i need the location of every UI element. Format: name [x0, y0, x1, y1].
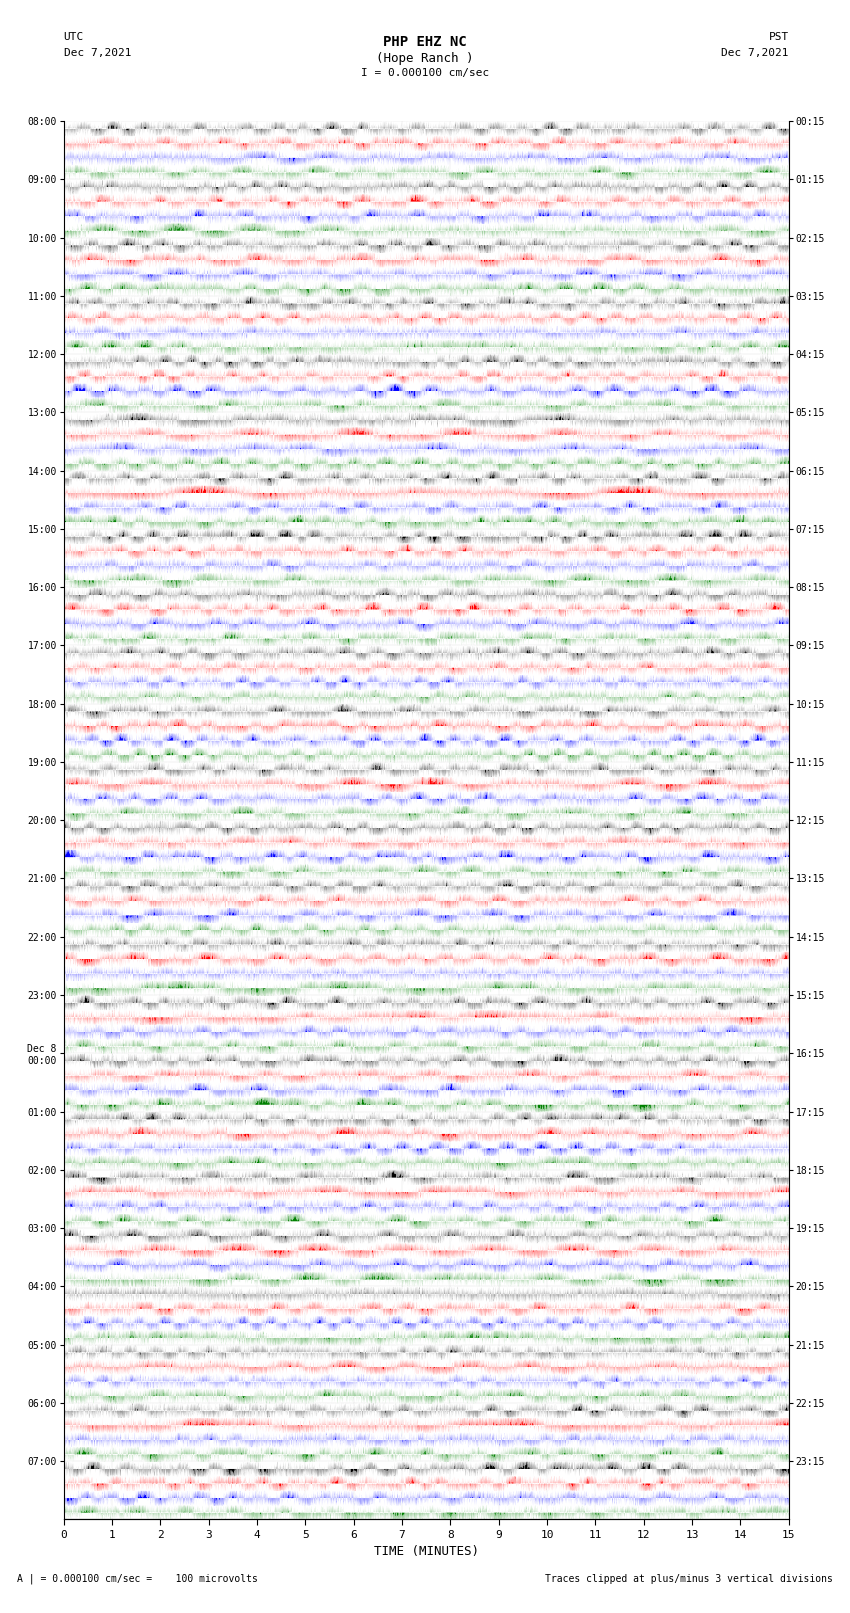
Text: PST: PST [768, 32, 789, 42]
Text: (Hope Ranch ): (Hope Ranch ) [377, 52, 473, 65]
Text: UTC: UTC [64, 32, 84, 42]
Text: Traces clipped at plus/minus 3 vertical divisions: Traces clipped at plus/minus 3 vertical … [545, 1574, 833, 1584]
X-axis label: TIME (MINUTES): TIME (MINUTES) [374, 1545, 479, 1558]
Text: A | = 0.000100 cm/sec =    100 microvolts: A | = 0.000100 cm/sec = 100 microvolts [17, 1573, 258, 1584]
Text: PHP EHZ NC: PHP EHZ NC [383, 35, 467, 50]
Text: Dec 7,2021: Dec 7,2021 [64, 48, 131, 58]
Text: I = 0.000100 cm/sec: I = 0.000100 cm/sec [361, 68, 489, 77]
Text: Dec 7,2021: Dec 7,2021 [722, 48, 789, 58]
